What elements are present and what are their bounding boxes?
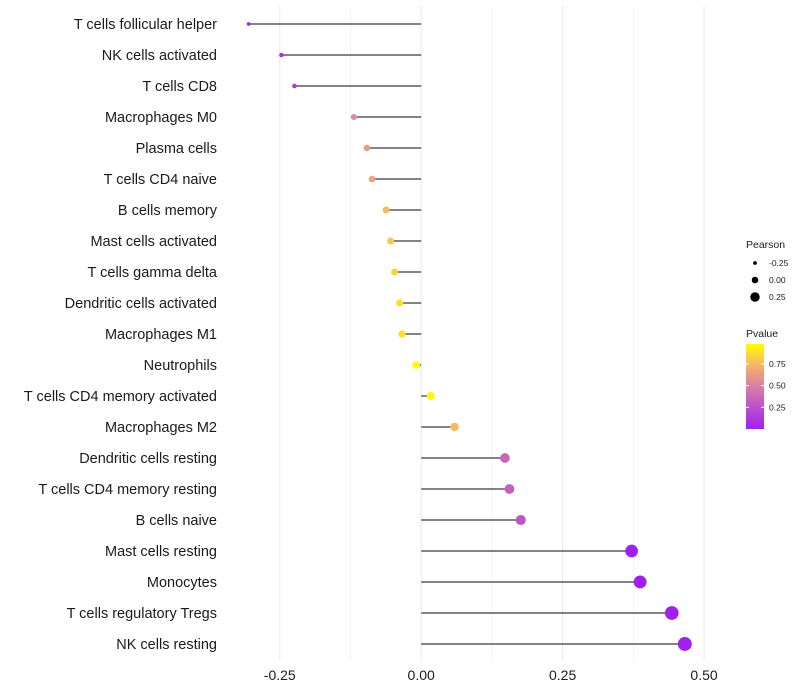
lollipop-point <box>382 206 390 214</box>
lollipop-point <box>292 83 297 89</box>
category-label: T cells gamma delta <box>88 265 218 281</box>
category-label: NK cells activated <box>102 48 217 64</box>
category-label: Neutrophils <box>144 358 217 374</box>
category-label: Dendritic cells resting <box>79 451 217 467</box>
category-label: T cells follicular helper <box>74 17 217 33</box>
lollipop-point <box>387 237 395 245</box>
x-tick-label: 0.00 <box>408 667 435 683</box>
x-tick-label: 0.50 <box>690 667 717 683</box>
lollipop-point <box>426 392 435 400</box>
category-label: Plasma cells <box>136 141 217 157</box>
color-legend-title: Pvalue <box>746 328 778 340</box>
category-label: NK cells resting <box>116 637 217 653</box>
lollipop-point <box>279 52 284 58</box>
category-label: Macrophages M0 <box>105 110 217 126</box>
size-legend-key <box>750 292 760 302</box>
grid-lines <box>279 6 705 660</box>
category-label: B cells naive <box>136 513 217 529</box>
lollipop-point <box>677 637 692 651</box>
size-legend-key <box>753 261 757 265</box>
lollipop-segments <box>248 23 685 645</box>
size-legend-label: 0.25 <box>769 292 786 302</box>
size-legend-key <box>751 276 759 284</box>
color-legend-label: 0.75 <box>769 359 786 369</box>
color-legend-bar <box>746 344 764 429</box>
lollipop-point <box>246 22 251 26</box>
category-label: T cells CD8 <box>142 79 217 95</box>
lollipop-point <box>625 544 638 558</box>
category-label: Macrophages M1 <box>105 327 217 343</box>
lollipop-point <box>412 361 420 369</box>
category-label: T cells regulatory Tregs <box>67 606 217 622</box>
category-label: Macrophages M2 <box>105 420 217 436</box>
color-legend-label: 0.25 <box>769 402 786 412</box>
color-legend: Pvalue 0.75 0.50 0.25 <box>746 328 786 429</box>
lollipop-point <box>633 575 647 589</box>
color-legend-label: 0.50 <box>769 381 786 391</box>
lollipop-point <box>396 299 404 307</box>
lollipop-point <box>500 453 510 463</box>
category-label: B cells memory <box>118 203 218 219</box>
size-legend-title: Pearson <box>746 239 785 251</box>
size-legend-label: 0.00 <box>769 275 786 285</box>
lollipop-point <box>363 144 371 152</box>
category-label: T cells CD4 memory activated <box>24 389 217 405</box>
category-labels: T cells follicular helper NK cells activa… <box>24 17 218 653</box>
category-label: Mast cells activated <box>90 234 217 250</box>
x-axis-tick-labels: -0.25 0.00 0.25 0.50 <box>264 667 718 683</box>
lollipop-point <box>368 175 376 183</box>
category-label: T cells CD4 naive <box>104 172 217 188</box>
lollipop-point <box>391 268 399 276</box>
category-label: Mast cells resting <box>105 544 217 560</box>
lollipop-point <box>664 606 679 620</box>
lollipop-point <box>504 484 515 494</box>
category-label: Dendritic cells activated <box>65 296 217 312</box>
lollipop-point <box>450 422 459 432</box>
lollipop-point <box>398 330 406 338</box>
x-tick-label: 0.25 <box>549 667 576 683</box>
size-legend: Pearson -0.25 0.00 0.25 <box>746 239 789 302</box>
category-label: T cells CD4 memory resting <box>38 482 217 498</box>
lollipop-point <box>350 113 357 121</box>
lollipop-points <box>246 22 692 651</box>
x-tick-label: -0.25 <box>264 667 296 683</box>
size-legend-label: -0.25 <box>769 258 789 268</box>
category-label: Monocytes <box>147 575 217 591</box>
lollipop-point <box>515 514 526 526</box>
